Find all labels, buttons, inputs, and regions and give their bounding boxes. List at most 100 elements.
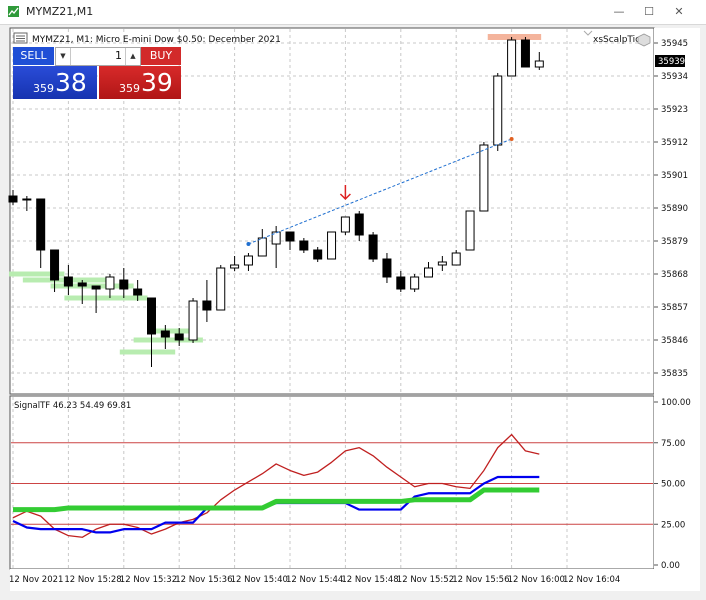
candle xyxy=(479,144,489,212)
lot-increase-icon[interactable]: ▲ xyxy=(125,48,140,65)
candle xyxy=(147,297,156,335)
bid-price-display[interactable]: 359 38 xyxy=(13,66,97,99)
ask-price-prefix: 359 xyxy=(119,82,140,95)
candle xyxy=(354,213,364,236)
bid-price-pips: 38 xyxy=(55,68,87,97)
current-price-marker xyxy=(655,55,685,67)
candle xyxy=(396,276,406,290)
ask-price-display[interactable]: 359 39 xyxy=(99,66,181,99)
sell-arrow-icon xyxy=(339,185,351,201)
candle xyxy=(105,276,115,290)
candle xyxy=(174,333,184,341)
candle xyxy=(451,252,461,266)
maximize-button[interactable]: ☐ xyxy=(644,5,654,18)
chart-symbol-info: MYMZ21, M1: Micro E-mini Dow $0.50: Dece… xyxy=(32,35,281,45)
time-tick-label: 12 Nov 15:48 xyxy=(341,575,398,585)
time-tick-label: 12 Nov 15:56 xyxy=(452,575,509,585)
price-tick-label: 35901 xyxy=(661,171,688,181)
candle xyxy=(285,231,295,242)
candle xyxy=(216,267,226,311)
candle xyxy=(520,39,530,68)
candle xyxy=(36,198,46,251)
candle xyxy=(63,276,73,287)
green-signal-band xyxy=(9,271,65,277)
indicator-label: xsScalpTick xyxy=(593,35,646,45)
candle xyxy=(271,231,281,245)
signal-tick-label: 50.00 xyxy=(661,480,685,490)
price-tick-label: 35857 xyxy=(661,303,688,313)
candle xyxy=(437,261,447,266)
buy-button[interactable]: BUY xyxy=(141,47,181,65)
time-axis xyxy=(10,569,700,591)
candle xyxy=(493,75,503,146)
signal-lines xyxy=(11,433,653,538)
candle xyxy=(368,234,378,260)
guide-end-dot xyxy=(509,137,514,141)
price-tick-label: 35934 xyxy=(661,72,688,82)
candle xyxy=(22,198,32,201)
price-tick-label: 35879 xyxy=(661,237,688,247)
collapse-icon[interactable] xyxy=(583,30,593,36)
candle xyxy=(188,300,198,341)
price-tick-label: 35868 xyxy=(661,270,688,280)
candle xyxy=(313,249,323,260)
sell-button[interactable]: SELL xyxy=(13,47,54,65)
candle xyxy=(119,279,129,290)
chart-overlay xyxy=(246,137,514,246)
candle xyxy=(382,258,392,278)
candle xyxy=(202,300,212,311)
one-click-trading-panel: SELL ▼ 1 ▲ BUY 359 38 359 39 xyxy=(13,47,181,99)
signal-tick-label: 25.00 xyxy=(661,520,685,530)
lot-size-field[interactable]: ▼ 1 ▲ xyxy=(55,47,141,66)
ask-price-pips: 39 xyxy=(141,68,173,97)
candle xyxy=(257,237,267,257)
candle xyxy=(299,240,309,251)
candle xyxy=(133,288,143,296)
salmon-signal-band xyxy=(487,34,542,40)
candle xyxy=(50,249,60,281)
close-button[interactable]: ✕ xyxy=(674,5,684,18)
signal-tick-label: 0.00 xyxy=(661,561,680,571)
time-tick-label: 12 Nov 2021 xyxy=(9,575,63,585)
time-tick-label: 12 Nov 15:44 xyxy=(286,575,343,585)
candle xyxy=(534,60,544,68)
header: MYMZ21, M1: Micro E-mini Dow $0.50: Dece… xyxy=(13,30,651,47)
green-signal-band xyxy=(133,337,203,343)
lot-value[interactable]: 1 xyxy=(115,49,122,62)
candle xyxy=(340,216,350,233)
lot-decrease-icon[interactable]: ▼ xyxy=(56,48,71,65)
candle xyxy=(327,231,337,260)
chart-window-icon xyxy=(8,6,19,17)
signal-tick-label: 100.00 xyxy=(661,398,691,408)
guide-start-dot xyxy=(246,242,251,246)
price-axis xyxy=(654,28,700,569)
price-tick-label: 35835 xyxy=(661,369,688,379)
window-title: MYMZ21,M1 xyxy=(26,5,94,18)
candle xyxy=(77,282,87,287)
time-tick-label: 12 Nov 15:52 xyxy=(397,575,454,585)
signal-series-line xyxy=(12,433,540,538)
candle xyxy=(160,330,170,338)
candle xyxy=(230,264,240,269)
price-tick-label: 35945 xyxy=(661,39,688,49)
price-tick-label: 35890 xyxy=(661,204,688,214)
candle xyxy=(243,255,253,266)
title-bar: MYMZ21,M1 — ☐ ✕ xyxy=(0,0,706,25)
signal-pane[interactable] xyxy=(9,395,655,570)
time-tick-label: 12 Nov 15:36 xyxy=(175,575,232,585)
price-tick-label: 35912 xyxy=(661,138,688,148)
time-tick-label: 12 Nov 15:40 xyxy=(231,575,288,585)
candle xyxy=(91,285,101,290)
minimize-button[interactable]: — xyxy=(613,5,625,18)
candle xyxy=(465,210,475,251)
price-pane[interactable] xyxy=(9,27,655,395)
time-tick-label: 12 Nov 16:04 xyxy=(563,575,620,585)
bid-price-prefix: 359 xyxy=(33,82,54,95)
price-tick-label: 35923 xyxy=(661,105,688,115)
time-tick-label: 12 Nov 15:32 xyxy=(120,575,177,585)
signal-pane-title: SignalTF 46.23 54.49 69.81 xyxy=(14,401,131,411)
time-tick-label: 12 Nov 16:00 xyxy=(508,575,565,585)
signal-series-line xyxy=(13,487,540,513)
